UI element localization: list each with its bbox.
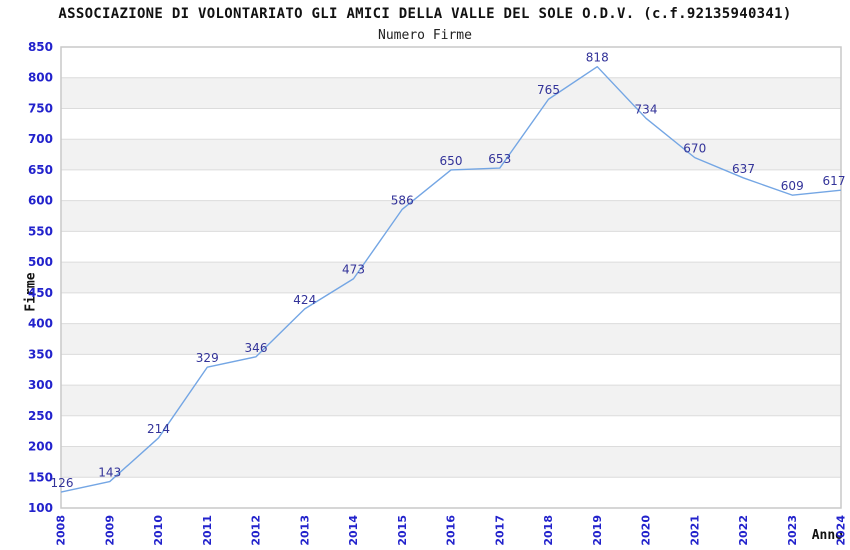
x-tick-label: 2021 — [688, 515, 701, 546]
y-tick-label: 250 — [28, 409, 53, 423]
grid-band — [61, 47, 841, 78]
data-point-label: 653 — [488, 152, 511, 166]
grid-band — [61, 262, 841, 293]
grid-band — [61, 354, 841, 386]
data-point-label: 670 — [683, 142, 706, 156]
plot-border — [60, 46, 842, 509]
data-point-label: 586 — [391, 193, 414, 207]
data-point-label: 424 — [293, 293, 316, 307]
x-tick-label: 2018 — [542, 515, 555, 546]
grid-band — [61, 231, 841, 263]
x-tick-label: 2022 — [737, 515, 750, 546]
y-tick-label: 300 — [28, 378, 53, 392]
grid-band — [61, 385, 841, 416]
x-tick-label: 2010 — [152, 515, 165, 546]
x-tick-label: 2023 — [786, 515, 799, 546]
data-point-label: 126 — [51, 476, 74, 490]
chart-title: ASSOCIAZIONE DI VOLONTARIATO GLI AMICI D… — [58, 6, 792, 22]
grid-band — [61, 169, 841, 201]
y-tick-label: 150 — [28, 470, 53, 484]
y-tick-label: 550 — [28, 224, 53, 238]
grid-band — [61, 323, 841, 355]
x-tick-label: 2019 — [591, 515, 604, 546]
y-tick-label: 750 — [28, 101, 53, 115]
y-tick-label: 350 — [28, 347, 53, 361]
y-tick-label: 650 — [28, 163, 53, 177]
y-tick-label: 100 — [28, 501, 53, 515]
x-tick-label: 2014 — [347, 515, 360, 546]
x-tick-label: 2017 — [493, 515, 506, 546]
y-tick-label: 450 — [28, 286, 53, 300]
data-series-line — [60, 65, 842, 493]
data-point-label: 143 — [98, 466, 121, 480]
x-tick-label: 2015 — [396, 515, 409, 546]
x-tick-label: 2013 — [298, 515, 311, 546]
data-point-label: 818 — [586, 51, 609, 65]
y-tick-label: 400 — [28, 317, 53, 331]
x-axis-label: Anno — [811, 528, 843, 543]
grid-band — [61, 77, 841, 109]
data-point-label: 617 — [823, 174, 846, 188]
x-tick-label: 2008 — [55, 515, 68, 546]
data-point-label: 650 — [440, 154, 463, 168]
y-tick-label: 800 — [28, 71, 53, 85]
x-tick-label: 2024 — [835, 515, 848, 546]
y-tick-label: 700 — [28, 132, 53, 146]
data-point-label: 609 — [781, 179, 804, 193]
grid-band — [61, 108, 841, 140]
chart-subtitle: Numero Firme — [378, 28, 472, 43]
data-point-label: 346 — [245, 341, 268, 355]
data-point-label: 329 — [196, 351, 219, 365]
y-tick-label: 850 — [28, 40, 53, 54]
grid-band — [61, 446, 841, 478]
grid-band — [61, 200, 841, 232]
y-tick-label: 600 — [28, 194, 53, 208]
data-point-label: 734 — [635, 102, 658, 116]
data-point-label: 473 — [342, 263, 365, 277]
x-tick-label: 2020 — [640, 515, 653, 546]
y-tick-label: 200 — [28, 440, 53, 454]
grid-band — [61, 415, 841, 447]
y-tick-label: 500 — [28, 255, 53, 269]
grid-band — [61, 477, 841, 508]
x-tick-label: 2011 — [201, 515, 214, 546]
data-point-label: 637 — [732, 162, 755, 176]
x-tick-label: 2009 — [103, 515, 116, 546]
grid-band — [61, 292, 841, 324]
data-point-label: 214 — [147, 422, 170, 436]
x-tick-label: 2012 — [250, 515, 263, 546]
data-point-label: 765 — [537, 83, 560, 97]
x-tick-label: 2016 — [445, 515, 458, 546]
